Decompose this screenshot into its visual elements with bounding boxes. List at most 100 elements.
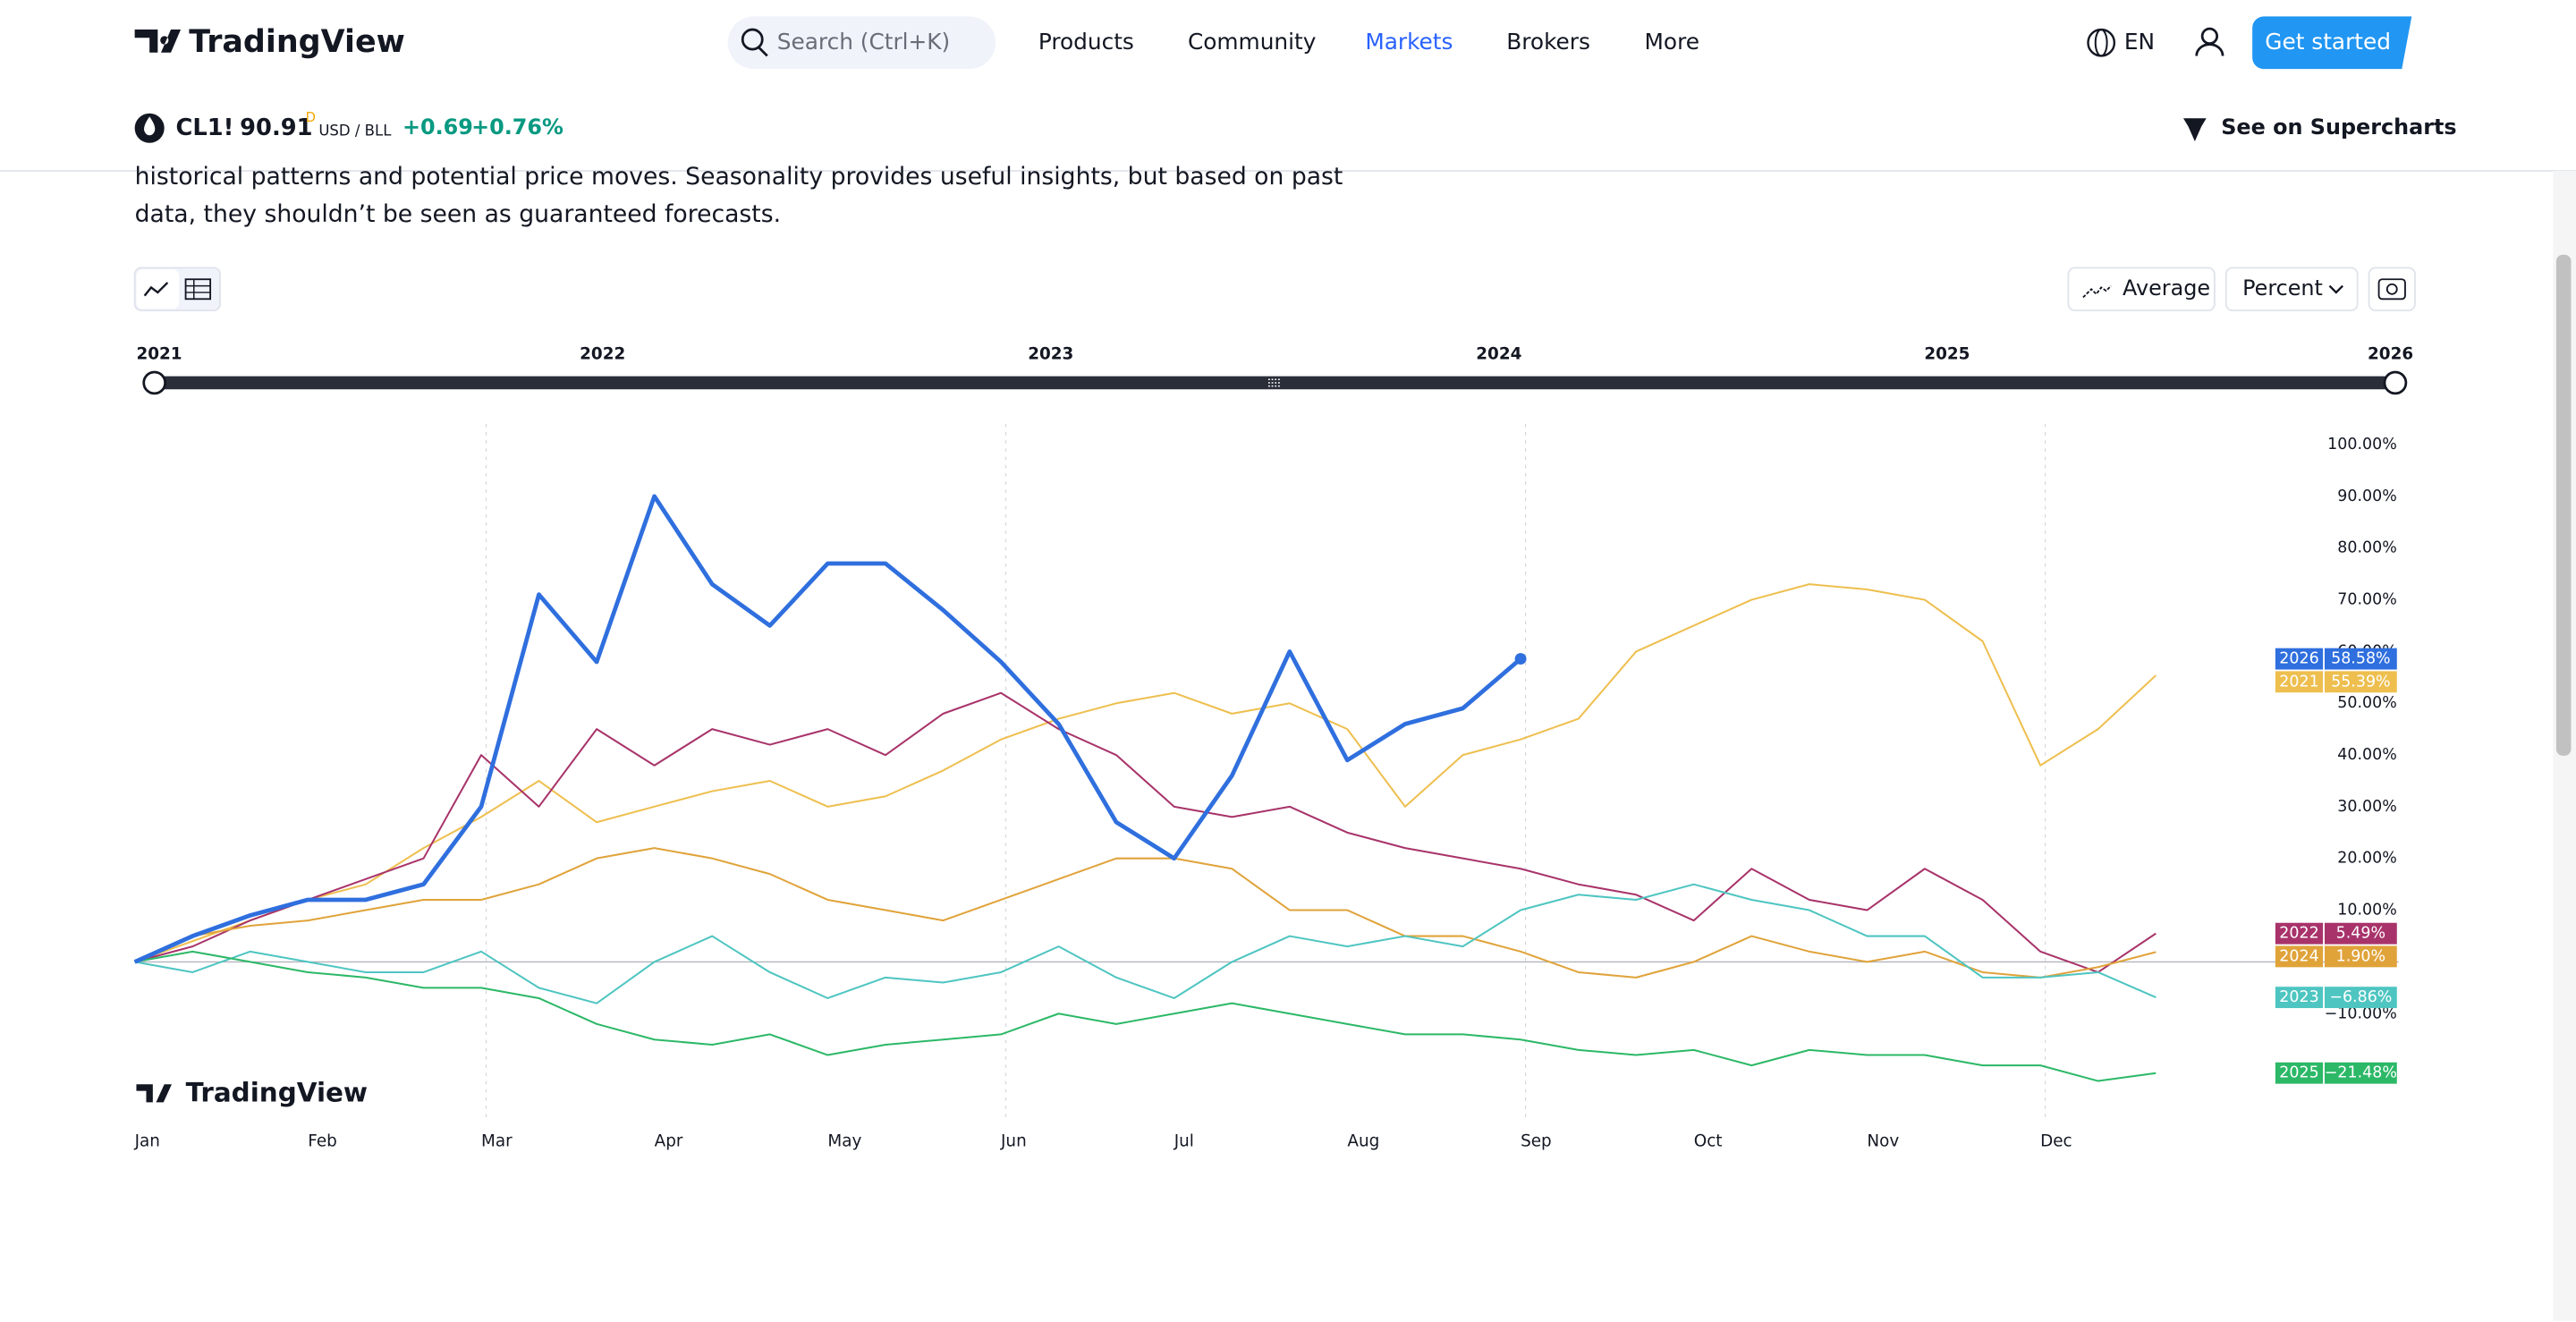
series-line bbox=[134, 883, 2157, 1004]
language[interactable]: EN bbox=[2124, 29, 2155, 55]
y-tick-label: 70.00% bbox=[2337, 591, 2397, 609]
supercharts-link[interactable]: See on Supercharts bbox=[2221, 114, 2456, 140]
range-year-label: 2021 bbox=[136, 345, 182, 364]
search-box[interactable] bbox=[727, 16, 996, 70]
y-tick-label: 10.00% bbox=[2337, 902, 2397, 919]
y-tick-label: −10.00% bbox=[2325, 1004, 2397, 1022]
x-tick-label: Jul bbox=[1174, 1132, 1194, 1151]
header-bg bbox=[0, 0, 2576, 172]
mode-label[interactable]: Percent bbox=[2242, 275, 2323, 301]
average-icon bbox=[2082, 284, 2112, 299]
legend-entry: 2026 bbox=[2279, 650, 2318, 668]
price-flag: D bbox=[306, 110, 316, 125]
end-tag-name-bg bbox=[2275, 945, 2324, 968]
camera-lens bbox=[2385, 283, 2398, 295]
logo[interactable]: TradingView bbox=[134, 24, 405, 60]
series-line bbox=[134, 691, 2157, 973]
snapshot-button[interactable] bbox=[2368, 267, 2416, 312]
chart-view-icon bbox=[143, 282, 169, 297]
symbol-icon-drop bbox=[144, 116, 156, 136]
range-year-label: 2024 bbox=[1476, 345, 1521, 364]
symbol: CL1! bbox=[176, 114, 234, 141]
table-view-icon-grid bbox=[185, 279, 211, 300]
price-change-pct: +0.76% bbox=[471, 114, 564, 140]
legend-entry: 2025 bbox=[2279, 1064, 2318, 1082]
end-value-label: 1.90% bbox=[2336, 947, 2385, 965]
y-tick-label: 80.00% bbox=[2337, 539, 2397, 557]
watermark-icon bbox=[136, 1084, 172, 1103]
series-line bbox=[134, 847, 2157, 979]
nav-item[interactable]: Brokers bbox=[1506, 29, 1590, 55]
nav-item[interactable]: Products bbox=[1038, 29, 1134, 55]
x-tick-label: Nov bbox=[1867, 1132, 1899, 1151]
nav-item[interactable]: More bbox=[1645, 29, 1699, 55]
end-tag-value-bg bbox=[2324, 1062, 2397, 1084]
globe-icon-meridian bbox=[2094, 29, 2108, 57]
price: 90.91 bbox=[240, 114, 312, 141]
search-icon bbox=[741, 28, 764, 51]
range-year-label: 2023 bbox=[1028, 345, 1073, 364]
camera-icon bbox=[2377, 278, 2406, 301]
table-view-icon[interactable] bbox=[184, 278, 212, 301]
chart-watermark: TradingView bbox=[186, 1078, 369, 1108]
x-tick-label: Feb bbox=[308, 1132, 337, 1151]
end-tag-name-bg bbox=[2275, 648, 2324, 670]
x-tick-label: Oct bbox=[1694, 1132, 1723, 1151]
description-line: data, they shouldn’t be seen as guarante… bbox=[135, 200, 781, 228]
series-line bbox=[134, 583, 2157, 963]
range-handle-end[interactable] bbox=[2383, 370, 2408, 395]
end-value-label: 5.49% bbox=[2336, 925, 2385, 943]
range-handle-start[interactable] bbox=[142, 370, 166, 395]
scrollbar-thumb[interactable] bbox=[2555, 254, 2572, 756]
range-year-label: 2022 bbox=[580, 345, 625, 364]
series-line bbox=[134, 950, 2157, 1082]
cta-button[interactable] bbox=[2252, 16, 2412, 70]
x-tick-label: Apr bbox=[655, 1132, 683, 1151]
x-tick-label: Jun bbox=[1000, 1132, 1027, 1151]
legend-entry: 2022 bbox=[2279, 925, 2318, 943]
y-tick-label: 100.00% bbox=[2327, 436, 2397, 453]
range-years: 2021 2022 2023 2024 2025 2026 bbox=[136, 345, 2413, 364]
user-icon-body bbox=[2195, 43, 2224, 56]
end-tag-value-bg bbox=[2324, 945, 2397, 968]
mode-dropdown[interactable] bbox=[2224, 267, 2359, 312]
end-tag-value-bg bbox=[2324, 671, 2397, 693]
end-tag-value-bg bbox=[2324, 922, 2397, 945]
nav-item[interactable]: Markets bbox=[1365, 29, 1453, 55]
chart-view-button[interactable] bbox=[136, 269, 180, 309]
logo-icon bbox=[134, 30, 182, 53]
end-value-label: −21.48% bbox=[2325, 1064, 2397, 1082]
supercharts-icon[interactable] bbox=[2183, 118, 2207, 141]
nav-item[interactable]: Community bbox=[1188, 29, 1316, 55]
y-tick-label: 90.00% bbox=[2337, 487, 2397, 505]
cta-label[interactable]: Get started bbox=[2265, 29, 2391, 55]
y-tick-label: 20.00% bbox=[2337, 850, 2397, 868]
end-tag-name-bg bbox=[2275, 1062, 2324, 1084]
logo-text: TradingView bbox=[189, 24, 405, 60]
current-point bbox=[1514, 653, 1527, 665]
average-label[interactable]: Average bbox=[2123, 275, 2210, 301]
end-tag-name-bg bbox=[2275, 671, 2324, 693]
x-tick-label: Jan bbox=[134, 1132, 160, 1151]
end-tag-value-bg bbox=[2324, 987, 2397, 1009]
x-tick-label: Dec bbox=[2040, 1132, 2072, 1151]
average-button[interactable] bbox=[2067, 267, 2216, 312]
range-year-label: 2026 bbox=[2368, 345, 2413, 364]
end-tag-name-bg bbox=[2275, 922, 2324, 945]
legend-entry: 2024 bbox=[2279, 947, 2318, 965]
legend-entry: 2023 bbox=[2279, 988, 2318, 1006]
legend-entry: 2021 bbox=[2279, 673, 2318, 691]
series-line bbox=[133, 494, 1522, 964]
description-line: historical patterns and potential price … bbox=[135, 163, 1343, 191]
seasonality-chart: 100.00%90.00%80.00%70.00%60.00%50.00%40.… bbox=[133, 423, 2401, 1151]
price-change: +0.69 bbox=[402, 114, 473, 140]
end-tag-name-bg bbox=[2275, 987, 2324, 1009]
range-year-label: 2025 bbox=[1924, 345, 1970, 364]
end-value-label: 58.58% bbox=[2331, 650, 2391, 668]
end-value-label: 55.39% bbox=[2331, 673, 2391, 691]
currency: USD / BLL bbox=[318, 122, 392, 139]
search-placeholder[interactable]: Search (Ctrl+K) bbox=[777, 29, 950, 55]
x-tick-label: Mar bbox=[481, 1132, 513, 1151]
